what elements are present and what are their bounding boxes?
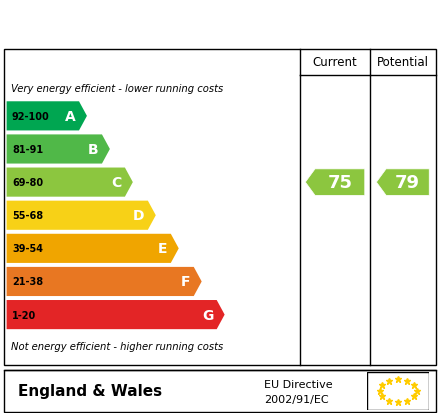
Polygon shape xyxy=(7,168,133,197)
Polygon shape xyxy=(7,300,225,329)
Text: 75: 75 xyxy=(327,174,352,192)
Text: Potential: Potential xyxy=(377,56,429,69)
Text: A: A xyxy=(65,109,76,123)
Text: C: C xyxy=(111,176,121,190)
Text: 81-91: 81-91 xyxy=(12,145,43,154)
Text: 79: 79 xyxy=(395,174,420,192)
Text: D: D xyxy=(133,209,144,223)
Text: Current: Current xyxy=(313,56,357,69)
Text: 2002/91/EC: 2002/91/EC xyxy=(264,394,329,404)
Text: 21-38: 21-38 xyxy=(12,277,43,287)
Text: EU Directive: EU Directive xyxy=(264,379,333,389)
Text: B: B xyxy=(88,142,99,157)
Text: F: F xyxy=(181,275,190,289)
Polygon shape xyxy=(377,169,429,196)
Text: 69-80: 69-80 xyxy=(12,178,43,188)
Polygon shape xyxy=(7,102,87,131)
Text: Energy Efficiency Rating: Energy Efficiency Rating xyxy=(11,13,299,33)
Text: Not energy efficient - higher running costs: Not energy efficient - higher running co… xyxy=(11,342,223,351)
Polygon shape xyxy=(7,234,179,263)
Text: 39-54: 39-54 xyxy=(12,244,43,254)
Text: 1-20: 1-20 xyxy=(12,310,36,320)
Text: G: G xyxy=(202,308,213,322)
Text: E: E xyxy=(158,242,167,256)
Polygon shape xyxy=(7,135,110,164)
Text: 92-100: 92-100 xyxy=(12,112,50,121)
Text: England & Wales: England & Wales xyxy=(18,383,162,398)
Polygon shape xyxy=(305,169,365,196)
Polygon shape xyxy=(7,201,156,230)
Text: Very energy efficient - lower running costs: Very energy efficient - lower running co… xyxy=(11,84,223,94)
Text: 55-68: 55-68 xyxy=(12,211,43,221)
Polygon shape xyxy=(7,267,202,296)
